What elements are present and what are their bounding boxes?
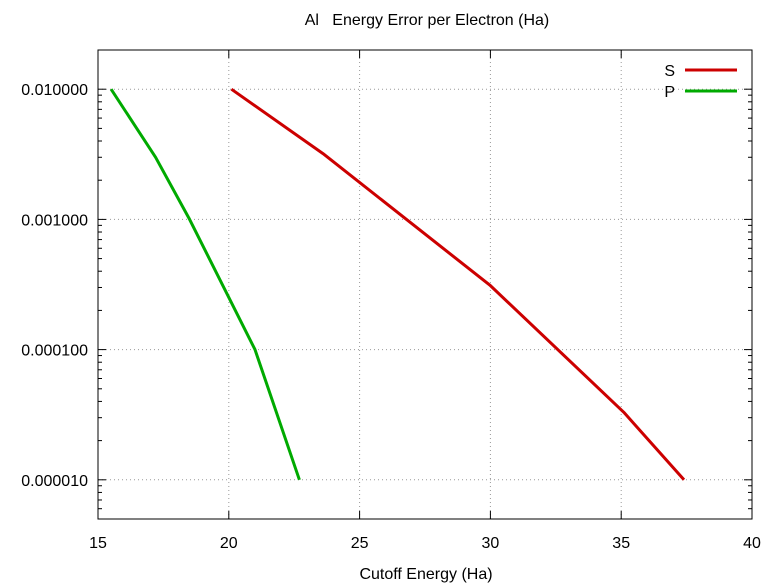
chart-title: Al Energy Error per Electron (Ha) xyxy=(305,12,550,29)
legend-label-s: S xyxy=(664,63,675,80)
plot-frame xyxy=(97,49,753,520)
y-tick-label: 0.010000 xyxy=(21,82,88,99)
series-line-s xyxy=(230,87,686,481)
axis-ticks: 15 20 25 30 35 40 0.000010 0.000100 0.001000 0.01… xyxy=(21,50,761,552)
x-tick-label: 25 xyxy=(351,535,369,552)
x-tick-label: 20 xyxy=(220,535,238,552)
y-tick-label: 0.001000 xyxy=(21,212,88,229)
legend: SP xyxy=(664,63,737,101)
data-lines xyxy=(109,87,686,481)
x-tick-label: 40 xyxy=(743,535,761,552)
series-line-p xyxy=(109,88,301,481)
x-axis-label: Cutoff Energy (Ha) xyxy=(359,566,492,583)
x-tick-label: 35 xyxy=(612,535,630,552)
x-tick-label: 30 xyxy=(482,535,500,552)
legend-label-p: P xyxy=(664,84,675,101)
x-tick-label: 15 xyxy=(89,535,107,552)
y-tick-label: 0.000100 xyxy=(21,343,88,360)
y-tick-label: 0.000010 xyxy=(21,473,88,490)
grid xyxy=(98,50,752,519)
